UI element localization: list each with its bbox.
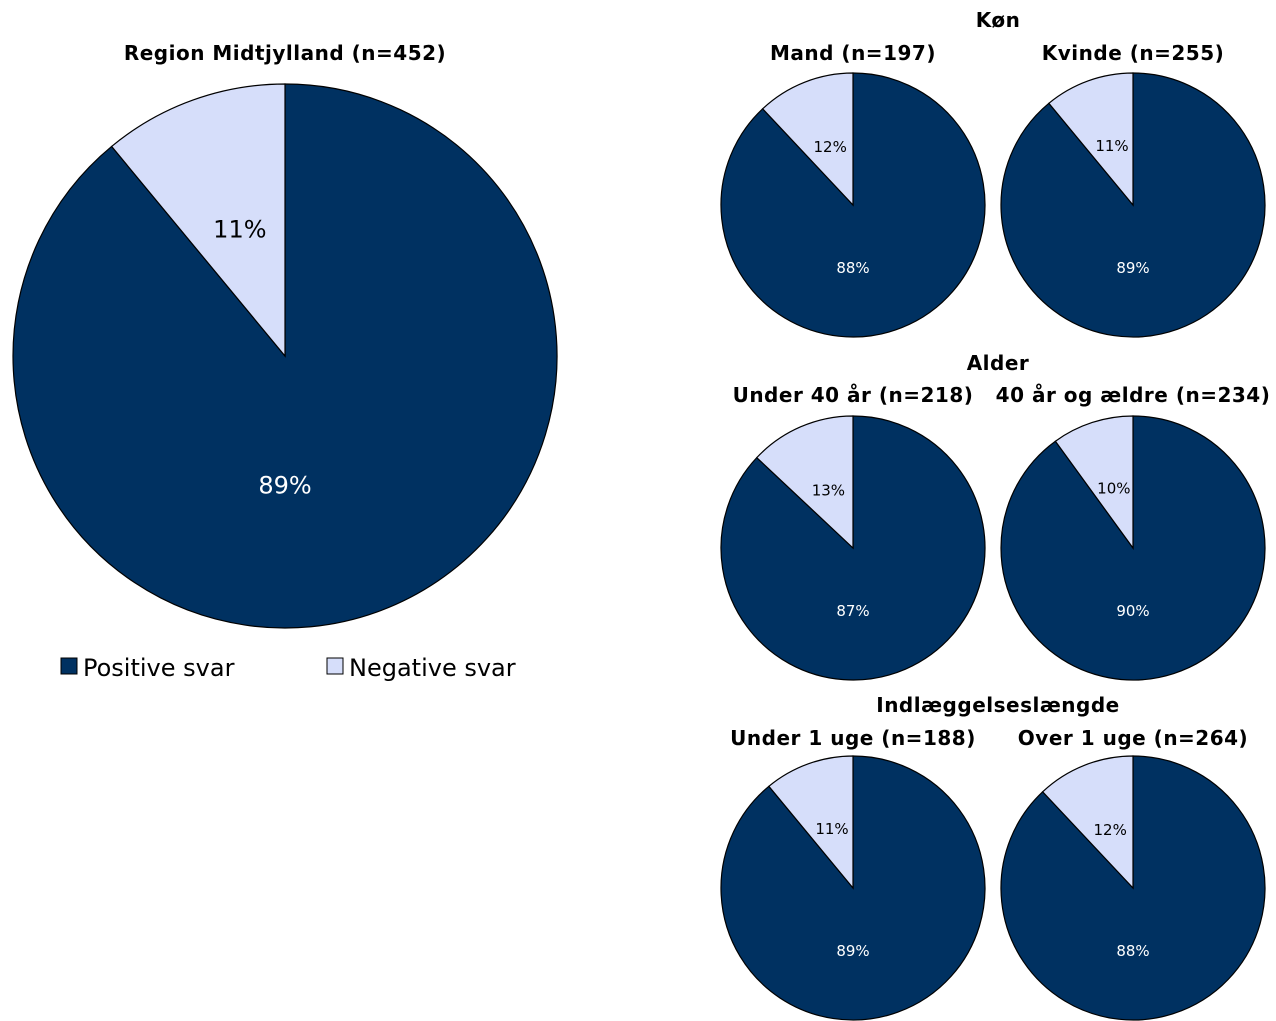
- pie-over-1-week: Over 1 uge (n=264) 12% 88%: [1000, 726, 1266, 1021]
- pie-title: Mand (n=197): [770, 41, 936, 65]
- data-label-negative: 10%: [1097, 479, 1130, 497]
- pie-slice-negative: [110, 83, 286, 358]
- pie-under-1-week: Under 1 uge (n=188) 11% 89%: [720, 726, 986, 1021]
- legend: Positive svar Negative svar: [60, 654, 516, 682]
- pie-title: Region Midtjylland (n=452): [124, 41, 446, 65]
- pie-slice-negative: [768, 755, 854, 890]
- pie-region: Region Midtjylland (n=452) 11% 89%: [12, 41, 558, 629]
- data-label-positive: 89%: [836, 942, 869, 960]
- data-label-negative: 11%: [815, 820, 848, 838]
- legend-swatch-negative: [326, 657, 344, 675]
- data-label-negative: 12%: [1093, 821, 1126, 839]
- data-label-negative: 11%: [213, 216, 266, 244]
- pie-title: 40 år og ældre (n=234): [996, 383, 1271, 407]
- data-label-negative: 13%: [812, 482, 845, 500]
- data-label-positive: 88%: [1116, 942, 1149, 960]
- group-title-gender: Køn: [976, 8, 1021, 32]
- pie-kvinde: Kvinde (n=255) 11% 89%: [1000, 41, 1266, 338]
- pie-mand: Mand (n=197) 12% 88%: [720, 41, 986, 338]
- legend-swatch-positive: [60, 657, 78, 675]
- group-title-stay: Indlæggelseslængde: [876, 693, 1119, 717]
- pie-title: Kvinde (n=255): [1042, 41, 1225, 65]
- pie-under-40: Under 40 år (n=218) 13% 87%: [720, 383, 986, 681]
- pie-40-and-older: 40 år og ældre (n=234) 10% 90%: [996, 383, 1271, 681]
- data-label-positive: 90%: [1116, 602, 1149, 620]
- legend-label-positive: Positive svar: [83, 654, 235, 682]
- pie-slice-negative: [761, 72, 854, 207]
- data-label-positive: 89%: [258, 472, 311, 500]
- pie-slice-negative: [755, 415, 854, 550]
- data-label-positive: 88%: [836, 259, 869, 277]
- pie-title: Over 1 uge (n=264): [1018, 726, 1248, 750]
- pie-slice-negative: [1054, 415, 1134, 550]
- data-label-positive: 89%: [1116, 259, 1149, 277]
- data-label-negative: 11%: [1095, 137, 1128, 155]
- pie-slice-negative: [1041, 755, 1134, 890]
- pie-title: Under 40 år (n=218): [733, 383, 974, 407]
- group-title-age: Alder: [967, 351, 1030, 375]
- legend-label-negative: Negative svar: [349, 654, 516, 682]
- data-label-positive: 87%: [836, 602, 869, 620]
- pie-title: Under 1 uge (n=188): [730, 726, 976, 750]
- pie-slice-negative: [1048, 72, 1134, 207]
- data-label-negative: 12%: [813, 138, 846, 156]
